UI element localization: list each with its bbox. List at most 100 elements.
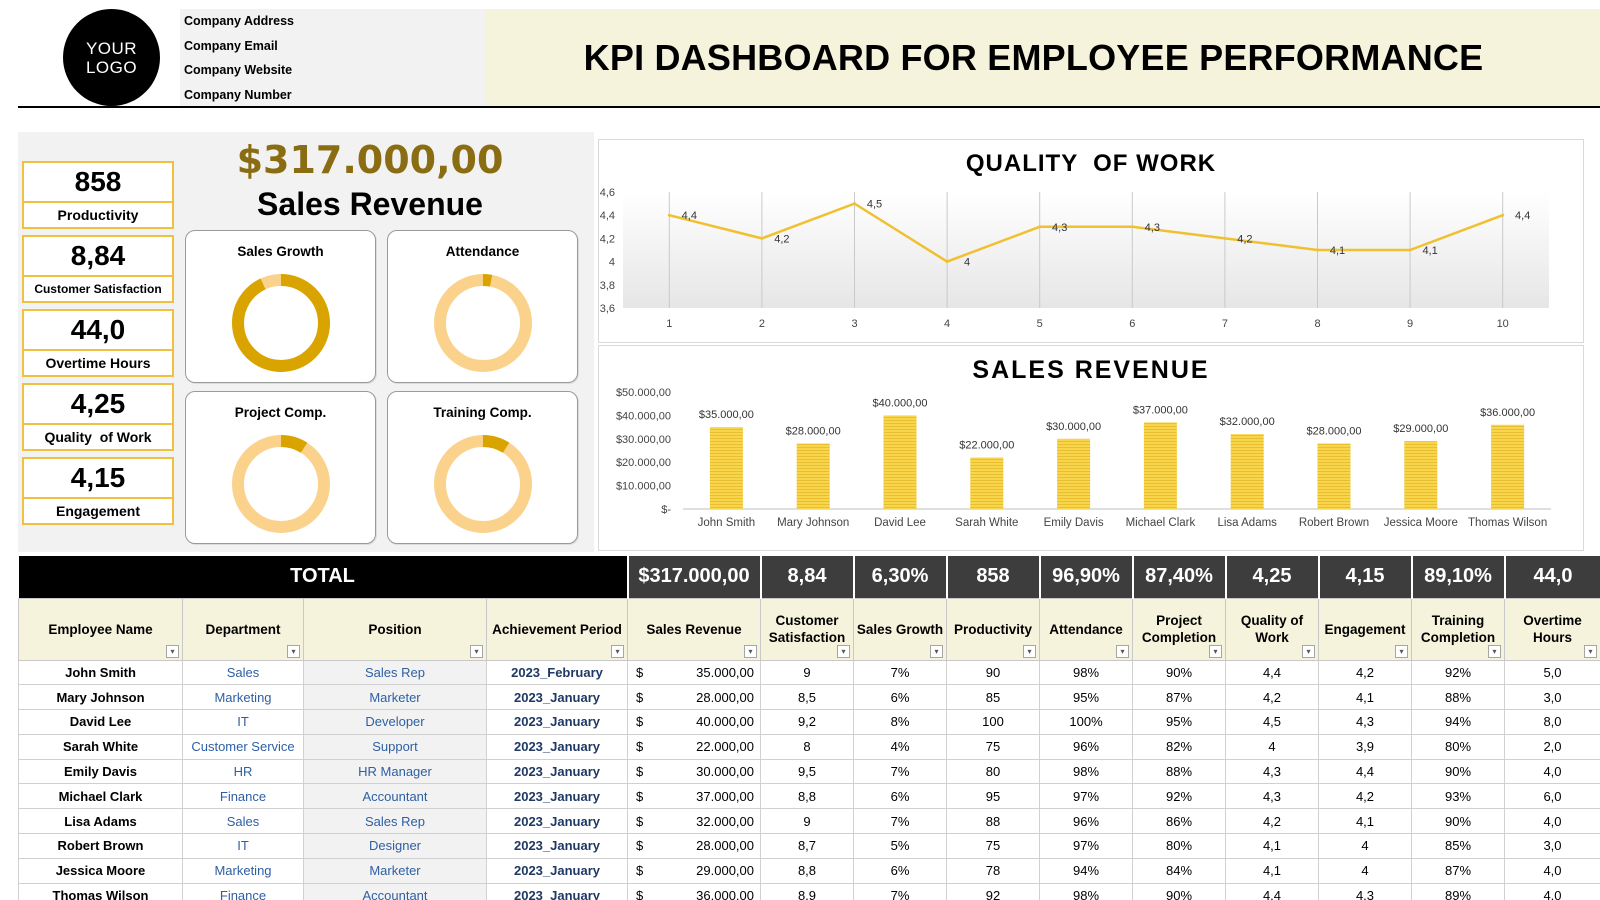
x-tick-label: 9: [1407, 318, 1413, 330]
category-label: Jessica Moore: [1384, 517, 1458, 529]
table-row[interactable]: Mary Johnson Marketing Marketer 2023_Januar…: [18, 684, 1600, 711]
filter-dropdown-icon[interactable]: ▾: [1023, 644, 1036, 658]
table-row[interactable]: Sarah White Customer Service Support 2023_J…: [18, 733, 1600, 760]
table-cell: 94%: [1411, 709, 1505, 735]
column-header: Department ▾: [182, 597, 304, 661]
table-cell: $35.000,00: [627, 659, 761, 686]
category-label: Robert Brown: [1299, 517, 1369, 529]
column-header-label: Engagement: [1324, 621, 1406, 637]
table-cell: 4,4: [1225, 659, 1319, 686]
filter-dropdown-icon[interactable]: ▾: [930, 644, 943, 658]
table-cell: Lisa Adams: [18, 808, 183, 835]
total-value: 858: [945, 556, 1040, 598]
table-cell: 4,1: [1318, 684, 1412, 711]
table-cell: 89%: [1411, 882, 1505, 900]
category-label: David Lee: [874, 517, 926, 529]
y-tick-label: $10.000,00: [616, 481, 671, 493]
table-cell: 95%: [1132, 709, 1226, 735]
company-website: Company Website: [184, 63, 293, 77]
y-tick-label: 4,6: [600, 187, 615, 199]
currency-symbol: $: [636, 838, 644, 854]
table-cell: Sales Rep: [303, 808, 487, 835]
total-row: TOTAL $317.000,00 8,84 6,30% 858 96,90% 87,40…: [18, 556, 1600, 598]
total-value: 96,90%: [1038, 556, 1133, 598]
table-cell: 82%: [1132, 733, 1226, 760]
table-row[interactable]: John Smith Sales Sales Rep 2023_February $35…: [18, 659, 1600, 686]
data-point: [1038, 225, 1042, 229]
filter-dropdown-icon[interactable]: ▾: [1395, 644, 1408, 658]
table-row[interactable]: Thomas Wilson Finance Accountant 2023_Janua…: [18, 882, 1600, 900]
table-cell: 90%: [1411, 808, 1505, 835]
table-cell: 3,0: [1504, 684, 1600, 711]
table-cell: 2023_January: [486, 709, 628, 735]
table-row[interactable]: Lisa Adams Sales Sales Rep 2023_January $32.…: [18, 808, 1600, 835]
column-header: Position ▾: [303, 597, 487, 661]
table-cell: 92%: [1411, 659, 1505, 686]
column-header-label: Project Completion: [1141, 613, 1217, 645]
bar: [970, 457, 1004, 509]
filter-dropdown-icon[interactable]: ▾: [837, 644, 850, 658]
x-tick-label: 1: [666, 318, 672, 330]
data-point: [853, 202, 856, 206]
cell-value: 22.000,00: [696, 739, 754, 755]
kpi-card-overtime-hours: 44,0 Overtime Hours: [22, 309, 174, 377]
donut-track: [434, 435, 532, 533]
filter-dropdown-icon[interactable]: ▾: [1302, 644, 1315, 658]
filter-dropdown-icon[interactable]: ▾: [287, 644, 300, 658]
total-label: TOTAL: [18, 556, 628, 598]
category-label: Sarah White: [955, 517, 1018, 529]
data-point: [945, 260, 949, 264]
table-cell: 8,8: [760, 857, 854, 884]
filter-dropdown-icon[interactable]: ▾: [744, 644, 757, 658]
table-cell: Sales: [182, 659, 304, 686]
donut-fill: [434, 274, 532, 372]
filter-dropdown-icon[interactable]: ▾: [611, 644, 624, 658]
table-cell: 90: [946, 659, 1040, 686]
table-cell: 75: [946, 833, 1040, 859]
cell-value: 32.000,00: [696, 813, 754, 829]
table-cell: Mary Johnson: [18, 684, 183, 711]
filter-dropdown-icon[interactable]: ▾: [470, 644, 483, 658]
column-header-label: Achievement Period: [492, 621, 622, 637]
donut-chart: [232, 435, 330, 533]
category-label: Mary Johnson: [777, 517, 849, 529]
table-cell: $22.000,00: [627, 733, 761, 760]
table-cell: 88: [946, 808, 1040, 835]
table-cell: 4,0: [1504, 882, 1600, 900]
table-cell: Michael Clark: [18, 783, 183, 810]
total-value: 87,40%: [1131, 556, 1226, 598]
table-cell: 93%: [1411, 783, 1505, 810]
total-value: 6,30%: [852, 556, 947, 598]
table-cell: Marketer: [303, 857, 487, 884]
table-cell: 4: [1318, 833, 1412, 859]
table-cell: IT: [182, 833, 304, 859]
filter-dropdown-icon[interactable]: ▾: [1488, 644, 1501, 658]
table-cell: 87%: [1132, 684, 1226, 711]
table-cell: 9,2: [760, 709, 854, 735]
filter-dropdown-icon[interactable]: ▾: [1116, 644, 1129, 658]
table-row[interactable]: Robert Brown IT Designer 2023_January $28.00…: [18, 833, 1600, 859]
filter-dropdown-icon[interactable]: ▾: [1209, 644, 1222, 658]
currency-symbol: $: [636, 788, 644, 804]
data-label: $28.000,00: [1306, 425, 1361, 437]
table-cell: 94%: [1039, 857, 1133, 884]
table-cell: 9: [760, 659, 854, 686]
table-row[interactable]: David Lee IT Developer 2023_January $40.000,…: [18, 709, 1600, 735]
table-row[interactable]: Jessica Moore Marketing Marketer 2023_Janua…: [18, 857, 1600, 884]
table-cell: 2023_January: [486, 808, 628, 835]
table-cell: 7%: [853, 808, 947, 835]
table-cell: 7%: [853, 758, 947, 785]
filter-dropdown-icon[interactable]: ▾: [166, 644, 179, 658]
kpi-label: Overtime Hours: [45, 355, 151, 371]
filter-dropdown-icon[interactable]: ▾: [1584, 644, 1597, 658]
x-tick-label: 5: [1037, 318, 1043, 330]
table-cell: 75: [946, 733, 1040, 760]
table-cell: 4,3: [1318, 709, 1412, 735]
table-cell: 5,0: [1504, 659, 1600, 686]
x-tick-label: 2: [759, 318, 765, 330]
table-row[interactable]: Michael Clark Finance Accountant 2023_Janua…: [18, 783, 1600, 810]
cell-value: 28.000,00: [696, 689, 754, 705]
data-label: $37.000,00: [1133, 404, 1188, 416]
column-header: Customer Satisfaction ▾: [760, 597, 854, 661]
table-row[interactable]: Emily Davis HR HR Manager 2023_January $30.0…: [18, 758, 1600, 785]
